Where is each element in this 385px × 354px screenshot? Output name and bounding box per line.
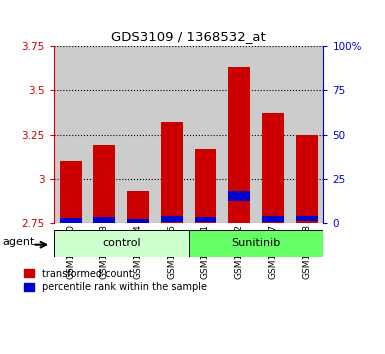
Bar bbox=[88, 46, 121, 223]
Bar bbox=[189, 230, 323, 257]
Bar bbox=[223, 46, 256, 223]
Bar bbox=[194, 217, 216, 222]
Bar bbox=[161, 122, 183, 223]
Text: Sunitinib: Sunitinib bbox=[231, 238, 281, 249]
Text: control: control bbox=[102, 238, 141, 249]
Bar bbox=[189, 46, 223, 223]
Bar bbox=[228, 191, 250, 201]
Bar bbox=[296, 216, 318, 221]
Title: GDS3109 / 1368532_at: GDS3109 / 1368532_at bbox=[111, 30, 266, 44]
Bar bbox=[127, 191, 149, 223]
Bar bbox=[290, 46, 323, 223]
Legend: transformed count, percentile rank within the sample: transformed count, percentile rank withi… bbox=[24, 269, 207, 292]
Bar bbox=[127, 219, 149, 223]
Bar bbox=[94, 217, 115, 223]
Bar bbox=[60, 218, 82, 223]
Bar bbox=[155, 46, 189, 223]
Bar bbox=[161, 217, 183, 222]
Bar bbox=[121, 46, 155, 223]
Bar bbox=[256, 46, 290, 223]
Bar bbox=[54, 46, 88, 223]
Bar bbox=[54, 230, 189, 257]
Bar bbox=[296, 135, 318, 223]
Bar bbox=[194, 149, 216, 223]
Bar bbox=[60, 161, 82, 223]
Bar bbox=[262, 217, 284, 222]
Bar bbox=[228, 67, 250, 223]
Bar bbox=[262, 113, 284, 223]
Text: agent: agent bbox=[3, 237, 35, 247]
Bar bbox=[94, 145, 115, 223]
